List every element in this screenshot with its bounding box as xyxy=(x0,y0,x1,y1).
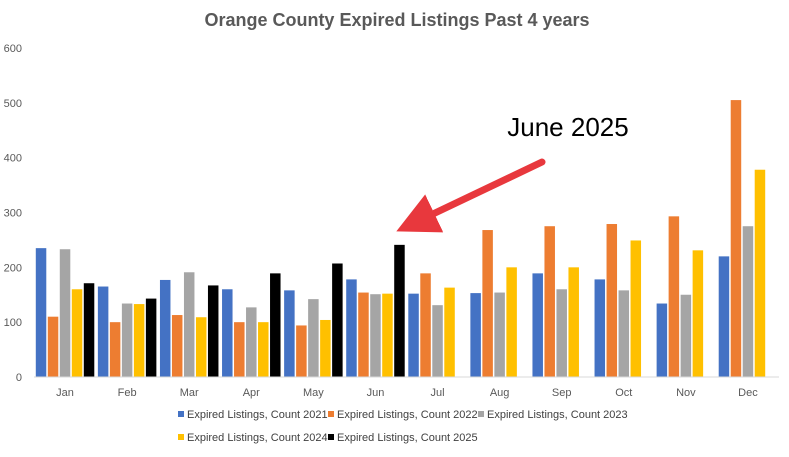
bar xyxy=(246,307,257,377)
legend-label: Expired Listings, Count 2023 xyxy=(487,409,628,421)
bar xyxy=(332,263,343,377)
bar xyxy=(195,317,207,377)
bar xyxy=(668,216,680,377)
y-tick-label: 100 xyxy=(4,317,22,329)
bar xyxy=(470,293,481,377)
bar xyxy=(630,240,642,377)
x-tick-label: Oct xyxy=(615,387,632,399)
bar xyxy=(556,289,567,377)
x-axis: Jan Feb Mar Apr May Jun Jul Aug Sep Oct Nov Dec xyxy=(34,376,779,399)
bar xyxy=(234,322,245,377)
y-tick-label: 0 xyxy=(16,372,22,384)
bar xyxy=(121,303,133,377)
bar xyxy=(133,304,145,377)
legend-swatch xyxy=(478,411,484,417)
bar xyxy=(408,293,419,377)
y-tick-label: 600 xyxy=(4,43,22,55)
x-tick-label: Feb xyxy=(118,387,137,399)
bar xyxy=(222,289,233,377)
y-tick-label: 200 xyxy=(4,262,22,274)
y-tick-label: 500 xyxy=(4,98,22,110)
bar xyxy=(346,279,357,377)
bar xyxy=(692,250,704,377)
legend-label: Expired Listings, Count 2022 xyxy=(337,409,478,421)
bar xyxy=(618,290,630,377)
x-tick-label: Dec xyxy=(738,387,758,399)
bar xyxy=(680,294,692,377)
annotation: June 2025 xyxy=(396,112,629,233)
bar xyxy=(394,244,405,377)
legend-label: Expired Listings, Count 2021 xyxy=(187,409,328,421)
bar xyxy=(296,325,307,377)
bar xyxy=(568,267,579,377)
x-tick-label: Jun xyxy=(367,387,385,399)
bar xyxy=(83,283,95,377)
bar xyxy=(656,303,668,377)
x-tick-label: Nov xyxy=(676,387,696,399)
y-tick-label: 300 xyxy=(4,208,22,220)
x-tick-label: Mar xyxy=(180,387,199,399)
legend: Expired Listings, Count 2021 Expired List… xyxy=(178,409,628,444)
bar xyxy=(207,285,219,377)
bar xyxy=(606,224,618,377)
legend-swatch xyxy=(328,434,334,440)
bar xyxy=(544,226,555,377)
bar xyxy=(742,226,754,377)
bar xyxy=(171,315,183,377)
x-tick-label: May xyxy=(303,387,324,399)
bar xyxy=(35,248,47,377)
legend-swatch xyxy=(178,434,184,440)
bar xyxy=(494,292,505,377)
bar xyxy=(730,100,742,377)
bar xyxy=(754,169,766,377)
x-tick-label: Jan xyxy=(56,387,74,399)
bar xyxy=(382,293,393,377)
bar xyxy=(71,289,83,377)
bar xyxy=(594,279,606,377)
bar xyxy=(320,319,331,377)
legend-label: Expired Listings, Count 2024 xyxy=(187,432,328,444)
bar xyxy=(420,273,431,377)
bar xyxy=(97,286,109,377)
bar xyxy=(258,322,269,377)
x-tick-label: Aug xyxy=(490,387,510,399)
bars xyxy=(35,100,766,377)
bar xyxy=(506,267,517,377)
bar xyxy=(358,292,369,377)
legend-swatch xyxy=(328,411,334,417)
y-axis: 0 100 200 300 400 500 600 xyxy=(4,43,22,384)
legend-swatch xyxy=(178,411,184,417)
bar xyxy=(532,273,543,377)
bar xyxy=(47,316,59,377)
y-tick-label: 400 xyxy=(4,153,22,165)
x-tick-label: Jul xyxy=(431,387,445,399)
bar xyxy=(109,322,121,377)
bar xyxy=(270,273,281,377)
annotation-arrow xyxy=(396,158,546,233)
x-tick-label: Apr xyxy=(243,387,260,399)
bar xyxy=(145,298,157,377)
bar xyxy=(183,272,195,377)
bar xyxy=(370,294,381,377)
bar xyxy=(159,279,171,377)
bar xyxy=(432,305,443,377)
bar xyxy=(308,299,319,377)
bar xyxy=(284,290,295,377)
bar xyxy=(482,230,493,377)
chart-title: Orange County Expired Listings Past 4 ye… xyxy=(204,10,589,30)
annotation-text: June 2025 xyxy=(507,112,628,142)
bar xyxy=(444,287,455,377)
x-tick-label: Sep xyxy=(552,387,572,399)
legend-label: Expired Listings, Count 2025 xyxy=(337,432,478,444)
bar xyxy=(59,249,71,377)
bar xyxy=(718,256,730,377)
